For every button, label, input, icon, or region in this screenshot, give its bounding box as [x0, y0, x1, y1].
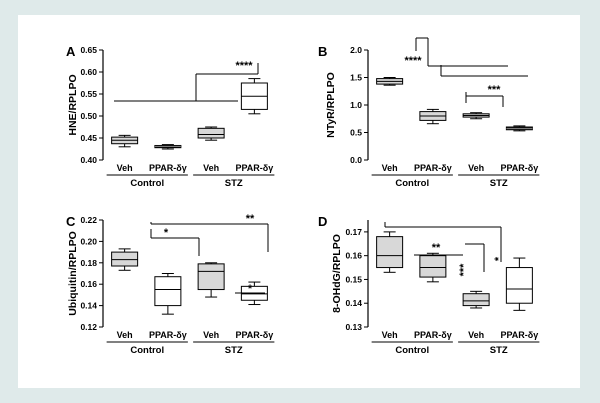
box-body — [419, 255, 447, 278]
figure-panel: A HNE/RPLPO 0.40 0.45 0.50 0.55 0.60 0.65 Veh PPA… — [18, 15, 580, 388]
significance-stars: **** — [235, 60, 253, 72]
significance-bracket: ****** — [384, 222, 505, 277]
significance-bracket: * — [150, 227, 200, 256]
box-2 — [154, 144, 182, 150]
y-axis-label: 8-OHdG/RPLPO — [331, 234, 343, 313]
box-body — [154, 276, 182, 307]
x-category-label: Veh — [382, 163, 398, 173]
box-3 — [462, 112, 490, 120]
x-category-label: Veh — [203, 163, 219, 173]
y-tick-label: 1.5 — [350, 73, 362, 83]
y-tick-label: 1.0 — [350, 100, 362, 110]
x-category-label: PPAR-δγ — [500, 163, 538, 173]
y-tick-label: 0.17 — [345, 227, 362, 237]
box-4 — [505, 257, 533, 311]
group-label: Control — [130, 345, 164, 356]
y-tick-label: 0.55 — [80, 89, 97, 99]
panel-letter: A — [66, 44, 76, 59]
box-1 — [376, 77, 404, 86]
y-tick-label: 0.16 — [345, 251, 362, 261]
panel-A: A HNE/RPLPO 0.40 0.45 0.50 0.55 0.60 0.65 Veh PPA… — [66, 44, 275, 189]
box-3 — [197, 262, 225, 298]
panel-letter: D — [318, 214, 327, 229]
box-2 — [419, 252, 447, 283]
y-axis-label: HNE/RPLPO — [67, 74, 79, 135]
x-category-label: Veh — [117, 330, 133, 340]
group-label: Control — [395, 345, 429, 356]
box-3 — [462, 290, 490, 309]
significance-stars: *** — [458, 263, 470, 277]
y-tick-label: 0.12 — [80, 322, 97, 332]
x-category-label: PPAR-δγ — [235, 330, 273, 340]
x-category-label: Veh — [203, 330, 219, 340]
box-1 — [111, 134, 139, 148]
significance-stars: * — [164, 227, 169, 239]
box-4 — [240, 78, 268, 115]
x-category-label: PPAR-δγ — [235, 163, 273, 173]
box-body — [111, 251, 139, 267]
significance-bracket: **** — [114, 60, 259, 102]
box-body — [376, 236, 404, 269]
y-tick-label: 0.18 — [80, 258, 97, 268]
box-4 — [505, 125, 533, 132]
x-category-label: Veh — [382, 330, 398, 340]
significance-stars: **** — [404, 55, 422, 67]
y-tick-label: 0.14 — [345, 298, 362, 308]
box-plot-figure: A HNE/RPLPO 0.40 0.45 0.50 0.55 0.60 0.65 Veh PPA… — [66, 37, 540, 356]
y-tick-label: 0.0 — [350, 155, 362, 165]
significance-bracket: ******* — [404, 37, 528, 107]
x-category-label: PPAR-δγ — [500, 330, 538, 340]
y-axis-label: NTyR/RPLPO — [325, 72, 337, 138]
y-tick-label: 0.5 — [350, 128, 362, 138]
group-label: STZ — [225, 345, 243, 356]
group-label: STZ — [225, 178, 243, 189]
box-body — [197, 127, 225, 139]
box-1 — [376, 231, 404, 273]
box-body — [505, 267, 533, 304]
y-axis-label: Ubiquitin/RPLPO — [67, 231, 79, 316]
group-label: Control — [395, 178, 429, 189]
box-body — [197, 263, 225, 291]
panel-letter: B — [318, 44, 327, 59]
significance-stars: * — [248, 283, 253, 295]
x-category-label: PPAR-δγ — [149, 163, 187, 173]
significance-stars: *** — [488, 84, 502, 96]
box-2 — [154, 273, 182, 315]
y-tick-label: 0.15 — [345, 274, 362, 284]
x-category-label: Veh — [468, 163, 484, 173]
y-tick-label: 0.22 — [80, 215, 97, 225]
box-3 — [197, 126, 225, 141]
y-tick-label: 0.13 — [345, 322, 362, 332]
group-label: STZ — [490, 345, 508, 356]
x-category-label: PPAR-δγ — [149, 330, 187, 340]
y-tick-label: 2.0 — [350, 45, 362, 55]
group-label: STZ — [490, 178, 508, 189]
group-label: Control — [130, 178, 164, 189]
x-category-label: Veh — [117, 163, 133, 173]
panel-letter: C — [66, 214, 76, 229]
y-tick-label: 0.40 — [80, 155, 97, 165]
significance-stars: * — [493, 256, 505, 261]
y-tick-label: 0.50 — [80, 111, 97, 121]
box-2 — [419, 108, 447, 125]
box-body — [462, 293, 490, 307]
significance-stars: ** — [246, 213, 255, 225]
significance-stars: ** — [432, 242, 441, 254]
panel-B: B NTyR/RPLPO 0.0 0.5 1.0 1.5 2.0 Veh PPAR-δγ Veh P… — [318, 44, 540, 189]
significance-bracket: *** — [150, 213, 269, 295]
x-category-label: PPAR-δγ — [414, 330, 452, 340]
y-tick-label: 0.16 — [80, 279, 97, 289]
x-category-label: PPAR-δγ — [414, 163, 452, 173]
y-tick-label: 0.60 — [80, 67, 97, 77]
x-category-label: Veh — [468, 330, 484, 340]
y-tick-label: 0.45 — [80, 133, 97, 143]
y-tick-label: 0.20 — [80, 236, 97, 246]
y-tick-label: 0.14 — [80, 301, 97, 311]
box-1 — [111, 248, 139, 271]
y-tick-label: 0.65 — [80, 45, 97, 55]
